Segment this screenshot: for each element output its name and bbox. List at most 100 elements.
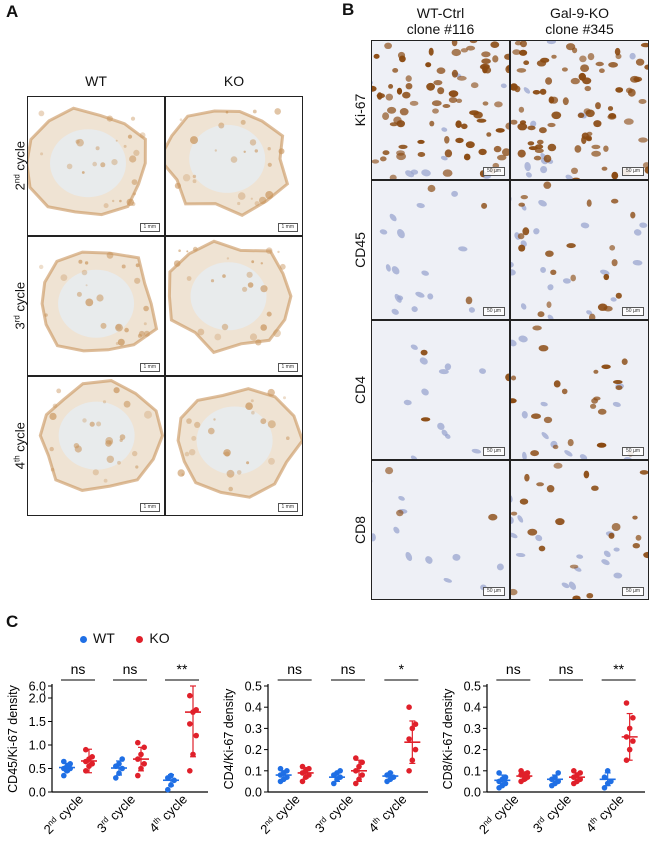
positive-cell [396,87,403,95]
data-point-ko [623,700,630,706]
data-point-ko [193,707,199,713]
stain-spot [286,436,290,440]
stain-spot [74,445,82,453]
nucleus [511,261,514,268]
nucleus [522,451,527,459]
positive-cell [609,245,616,251]
ihc-micrograph-drawing [372,41,509,179]
ihc-micrograph: 50 µm [510,40,649,180]
positive-cell [517,149,526,158]
positive-cell [635,534,642,541]
positive-cell [635,58,645,66]
positive-cell [572,177,581,179]
tissue-core [196,406,273,475]
nucleus [538,199,547,207]
positive-cell [486,132,492,137]
nucleus [565,174,573,179]
positive-cell [455,137,464,144]
positive-cell [405,83,413,90]
positive-cell [611,523,621,531]
nucleus [564,450,573,457]
positive-cell [448,90,459,98]
positive-cell [591,485,599,491]
panel-a-col-header-wt: WT [85,73,107,89]
nucleus [421,169,431,177]
positive-cell [481,51,491,58]
row-label-suffix: rd [12,315,22,323]
stain-spot [115,342,119,345]
nucleus [500,83,507,89]
data-point-ko [306,765,312,772]
ihc-micrograph-drawing [511,462,648,599]
positive-cell [484,66,492,74]
positive-cell [511,398,517,404]
positive-cell [532,90,541,95]
positive-cell [593,120,602,128]
nucleus [610,297,617,302]
stain-spot [230,156,238,163]
axis-break-mark: ≀ [43,688,46,698]
positive-cell [548,96,555,104]
stain-spot [273,329,281,338]
scale-bar: 50 µm [622,307,644,316]
stain-spot [127,134,133,139]
nucleus [520,303,527,310]
data-point-ko [518,768,524,774]
positive-cell [546,485,555,493]
positive-cell [639,470,648,475]
nucleus [427,293,434,300]
positive-cell [427,184,436,193]
tissue-core [189,124,266,193]
y-tick-label: 1.0 [29,739,46,753]
positive-cell [494,101,503,108]
positive-cell [578,72,586,81]
positive-cell [481,58,491,64]
positive-cell [505,122,509,130]
positive-cell [426,82,435,91]
x-tick-label: 4th cycle [366,792,410,836]
nucleus [603,550,611,558]
nucleus [415,291,425,298]
data-point-ko [412,746,419,753]
positive-cell [546,301,552,308]
positive-cell [543,154,552,163]
stain-spot [197,328,205,336]
nucleus [613,547,620,552]
nucleus [391,308,399,315]
stain-spot [133,149,140,156]
nucleus [471,448,482,454]
positive-cell [522,227,530,236]
positive-cell [504,53,509,60]
nucleus [419,357,428,365]
positive-cell [569,564,579,569]
positive-cell [519,49,528,56]
stain-spot [208,427,215,435]
positive-cell [595,61,604,67]
stain-spot [85,284,88,287]
positive-cell [527,125,536,131]
positive-cell [611,171,619,179]
row-label-word: cycle [12,140,28,175]
positive-cell [469,41,478,44]
positive-cell [372,85,377,92]
ihc-micrograph: 50 µm [371,40,510,180]
nucleus [511,339,517,347]
stain-spot [143,322,147,326]
positive-cell [644,166,648,174]
stain-spot [121,264,126,269]
stain-spot [246,271,253,278]
stain-spot [49,446,54,452]
nucleus [540,401,548,407]
stain-spot [268,457,275,465]
positive-cell [570,274,576,282]
nucleus [546,41,556,45]
positive-cell [456,75,467,81]
col-header-line2: clone #116 [406,21,475,37]
positive-cell [376,93,385,99]
stain-spot [84,261,89,265]
positive-cell [417,139,425,144]
panel-a-col-header-ko: KO [223,73,245,89]
positive-cell [463,153,471,161]
stain-spot [246,461,250,465]
stain-spot [103,478,108,483]
